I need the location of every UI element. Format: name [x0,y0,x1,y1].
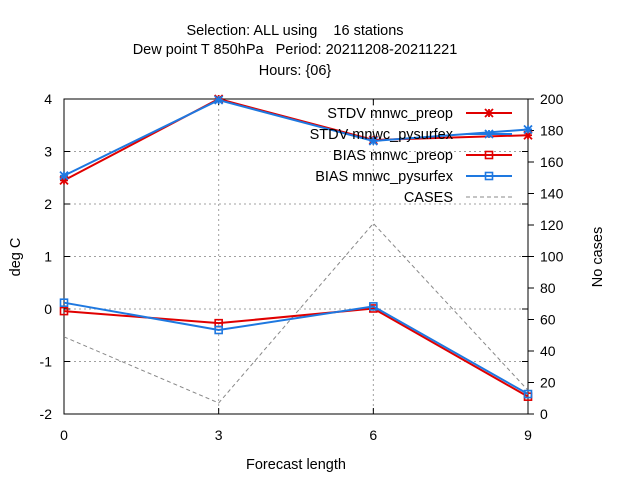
y2-tick-label: 160 [540,154,564,170]
data-point [59,171,69,181]
legend-marker [484,150,494,160]
title-line-2: Dew point T 850hPa Period: 20211208-2021… [133,42,458,58]
data-point [523,124,533,135]
series-bias-mnwc-preop [59,304,533,401]
data-point [214,325,223,335]
data-point [523,130,533,140]
y2-axis-label: No cases [590,227,606,287]
series-layer [59,94,533,404]
y-tick-label: 4 [44,91,52,107]
series-cases [63,222,529,404]
x-tick-label: 6 [369,427,377,443]
legend-marker [484,171,494,181]
legend-marker [484,108,494,118]
y2-tick-label: 200 [540,91,564,107]
legend-label: BIAS mnwc_pysurfex [315,169,454,185]
y2-tick-label: 180 [540,123,564,139]
y2-tick-label: 100 [540,249,564,265]
y-tick-label: -1 [40,354,53,370]
data-point [523,389,533,399]
legend-label: BIAS mnwc_preop [333,148,453,164]
data-point [59,306,69,316]
data-point [369,302,378,311]
x-axis-label: Forecast length [246,457,346,473]
title-line-1: Selection: ALL using 16 stations [186,23,403,39]
y-tick-label: 1 [44,249,52,265]
y-tick-label: 0 [44,301,52,317]
legend: STDV mnwc_preop STDV mnwc_pysurfex BIAS mn… [310,106,512,206]
series-line [63,222,529,404]
series-line [63,301,529,395]
grid [64,99,528,414]
y2-tick-label: 0 [540,406,548,422]
series-bias-mnwc-pysurfex [59,298,533,399]
y-tick-label: 3 [44,144,52,160]
y2-tick-label: 60 [540,312,556,328]
legend-entry: BIAS mnwc_preop [333,148,512,164]
x-tick-label: 9 [524,427,532,443]
y2-tick-label: 40 [540,343,556,359]
x-tick-label: 3 [215,427,223,443]
y-tick-label: 2 [44,196,52,212]
data-point [368,136,378,146]
legend-entry: STDV mnwc_preop [327,106,512,122]
legend-label: CASES [404,190,453,206]
data-point [59,298,69,308]
y2-tick-label: 140 [540,186,564,202]
legend-entry: CASES [404,190,512,206]
series-line [63,97,529,182]
y2-tick-label: 20 [540,375,556,391]
data-point [214,95,224,105]
series-line [63,307,529,398]
series-stdv-mnwc-pysurfex [59,95,533,181]
series-stdv-mnwc-preop [59,94,533,186]
legend-entry: BIAS mnwc_pysurfex [315,169,512,185]
y2-tick-label: 80 [540,280,556,296]
y2-axis-ticks: 0 20 40 60 80 100 120 140 160 180 200 [528,91,564,422]
x-tick-label: 0 [60,427,68,443]
y-axis-label: deg C [8,238,24,277]
y-tick-label: -2 [40,406,53,422]
legend-entry: STDV mnwc_pysurfex [310,127,512,143]
series-line [63,98,529,177]
data-point [59,175,69,186]
legend-label: STDV mnwc_preop [327,106,453,122]
legend-label: STDV mnwc_pysurfex [310,127,454,143]
chart-title: Selection: ALL using 16 stations Dew poi… [133,23,458,79]
x-axis-ticks: 0 3 6 9 [60,99,532,443]
title-line-3: Hours: {06} [259,63,332,79]
legend-marker [484,129,494,139]
y2-tick-label: 120 [540,217,564,233]
